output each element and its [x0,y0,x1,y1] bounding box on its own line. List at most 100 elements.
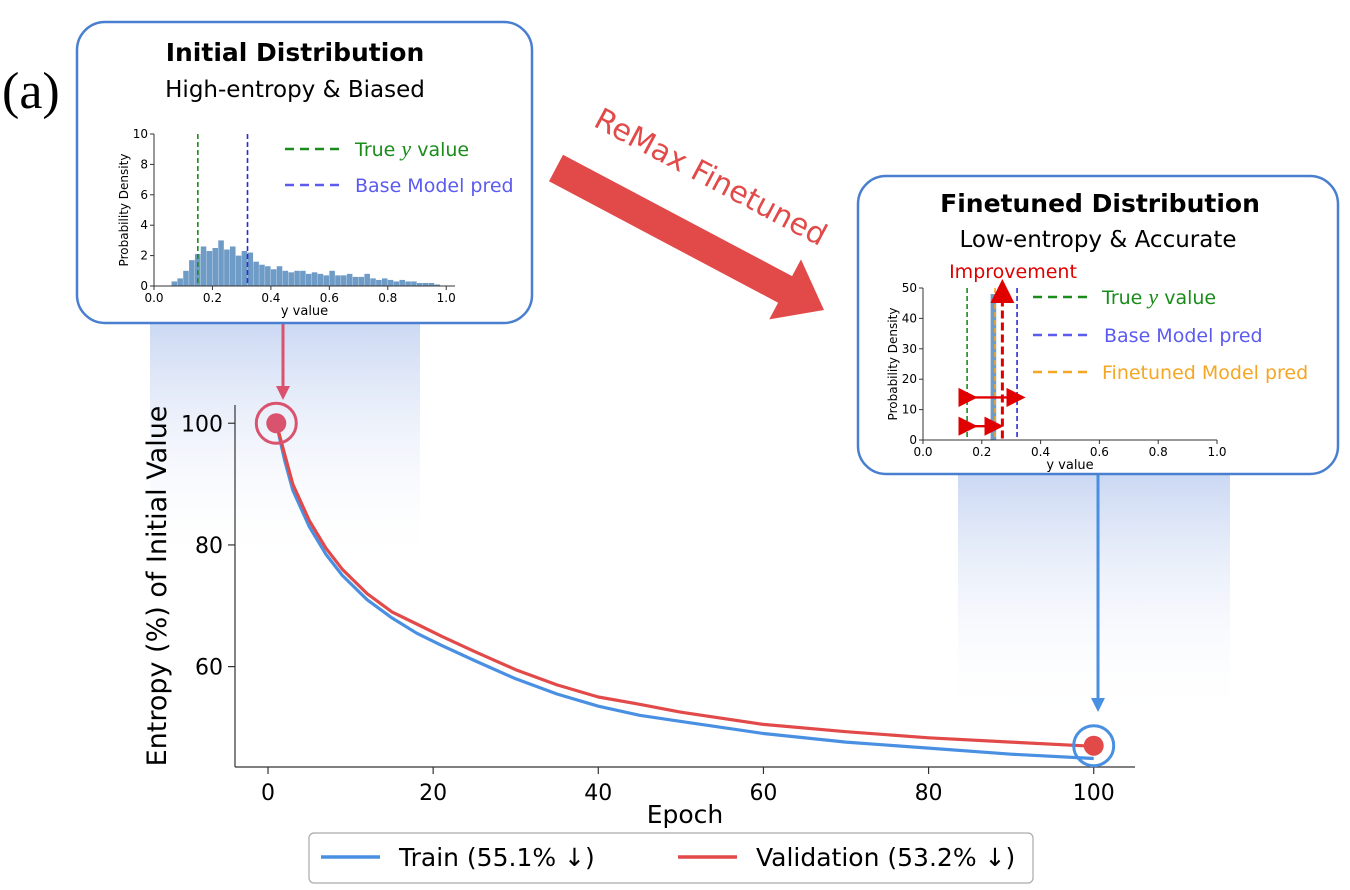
main-x-tick-label: 60 [749,781,777,806]
hist-bar [259,264,265,286]
main-x-tick-label: 40 [584,781,612,806]
hist-y-tick-label: 8 [140,157,148,171]
hist-bar [171,281,178,286]
hist-bar [399,279,406,286]
hist-x-tick-label: 0.4 [261,291,280,305]
hist-bar [300,270,306,286]
hist-x-tick-label: 0.0 [913,445,932,459]
initial-subtitle: High-entropy & Biased [165,77,425,103]
main-y-axis-label: Entropy (%) of Initial Value [142,406,173,767]
hist-bar [294,270,300,286]
main-y-tick-label: 80 [195,534,223,559]
hist-bar [311,272,318,286]
hist-y-tick-label: 6 [140,188,148,202]
main-x-tick-label: 20 [419,781,447,806]
start-marker-dot [266,413,287,434]
hist-x-tick-label: 0.0 [144,291,163,305]
hist-bar [224,249,230,286]
main-x-tick-label: 80 [915,781,943,806]
remax-finetuned-label: ReMax Finetuned [588,102,832,254]
hist-y-tick-label: 40 [902,311,917,325]
hist-y-tick-label: 50 [902,281,917,295]
hist-x-axis-label: y value [281,304,328,319]
initial-connector-arrow [276,323,290,400]
hist-bar [247,252,254,286]
hist-bar [276,266,283,286]
hist-bar [364,273,370,286]
hist-y-tick-label: 4 [140,218,148,232]
finetuned-subtitle: Low-entropy & Accurate [959,227,1236,253]
initial-legend-true: True y value [354,136,469,161]
hist-bar [253,261,259,286]
finetuned-connector-arrow [1091,474,1105,712]
hist-bar [200,246,207,286]
hist-bar [270,269,277,286]
finetuned-distribution-box: Finetuned Distribution Low-entropy & Acc… [856,174,1340,476]
hist-bar [405,281,411,286]
main-y-tick-label: 60 [195,656,223,681]
hist-bar [381,278,388,286]
finetuned-legend-base: Base Model pred [1104,325,1263,347]
initial-distribution-box: Initial Distribution High-entropy & Bias… [75,20,534,325]
hist-bar [387,279,394,286]
hist-x-tick-label: 0.2 [972,445,991,459]
hist-y-tick-label: 10 [133,127,148,141]
hist-bar [317,273,324,286]
hist-y-tick-label: 2 [140,249,148,263]
hist-bar [323,275,330,286]
hist-bar [329,270,335,286]
hist-bar [212,248,218,286]
legend-validation-label: Validation (53.2% ↓) [756,843,1015,872]
hist-y-axis-label: Probability Density [886,308,900,421]
end-marker-dot [1083,735,1104,756]
hist-x-tick-label: 0.8 [378,291,397,305]
end-marker-ring [1072,724,1116,768]
hist-bar [393,281,400,286]
hist-bar [189,260,195,286]
start-marker-ring [254,401,298,445]
finetuned-title: Finetuned Distribution [940,189,1260,218]
hist-x-tick-label: 1.0 [1207,445,1226,459]
finetuned-legend: True y value Base Model pred Finetuned M… [1033,284,1308,384]
hist-y-tick-label: 0 [140,279,148,293]
hist-bar [434,284,441,286]
finetuned-legend-finetuned: Finetuned Model pred [1102,362,1308,384]
initial-legend: True y value Base Model pred [285,136,514,197]
hist-x-tick-label: 0.2 [203,291,222,305]
hist-bar [241,251,248,286]
remax-finetuned-arrow: ReMax Finetuned [549,102,832,320]
hist-bar [370,278,376,286]
main-x-tick-label: 100 [1073,781,1115,806]
hist-x-tick-label: 0.6 [1090,445,1109,459]
hist-bar [376,279,382,286]
validation-line [274,422,1094,748]
hist-y-tick-label: 20 [902,372,917,386]
hist-y-tick-label: 30 [902,342,917,356]
hist-bar [206,251,213,286]
hist-bar [358,276,365,286]
hist-bar [428,282,435,286]
hist-x-tick-label: 0.8 [1149,445,1168,459]
train-line [274,422,1094,761]
hist-y-tick-label: 0 [909,433,917,447]
hist-bar [335,275,341,286]
hist-y-axis-label: Probability Density [117,154,131,267]
hist-x-axis-label: y value [1046,458,1093,473]
finetuned-highlight-band [958,474,1230,722]
improvement-label: Improvement [949,261,1077,283]
hist-bar [990,294,997,440]
hist-bar [411,281,417,286]
initial-legend-base: Base Model pred [355,175,514,197]
legend-train-label: Train (55.1% ↓) [398,843,595,872]
hist-bar [218,240,224,286]
main-legend: Train (55.1% ↓) Validation (53.2% ↓) [308,832,1034,884]
hist-x-tick-label: 0.6 [320,291,339,305]
hist-bar [352,276,359,286]
finetuned-legend-true: True y value [1101,284,1216,309]
hist-bar [183,270,189,286]
hist-bar [177,278,183,286]
initial-highlight-band [150,322,420,570]
hist-bar [229,246,236,286]
